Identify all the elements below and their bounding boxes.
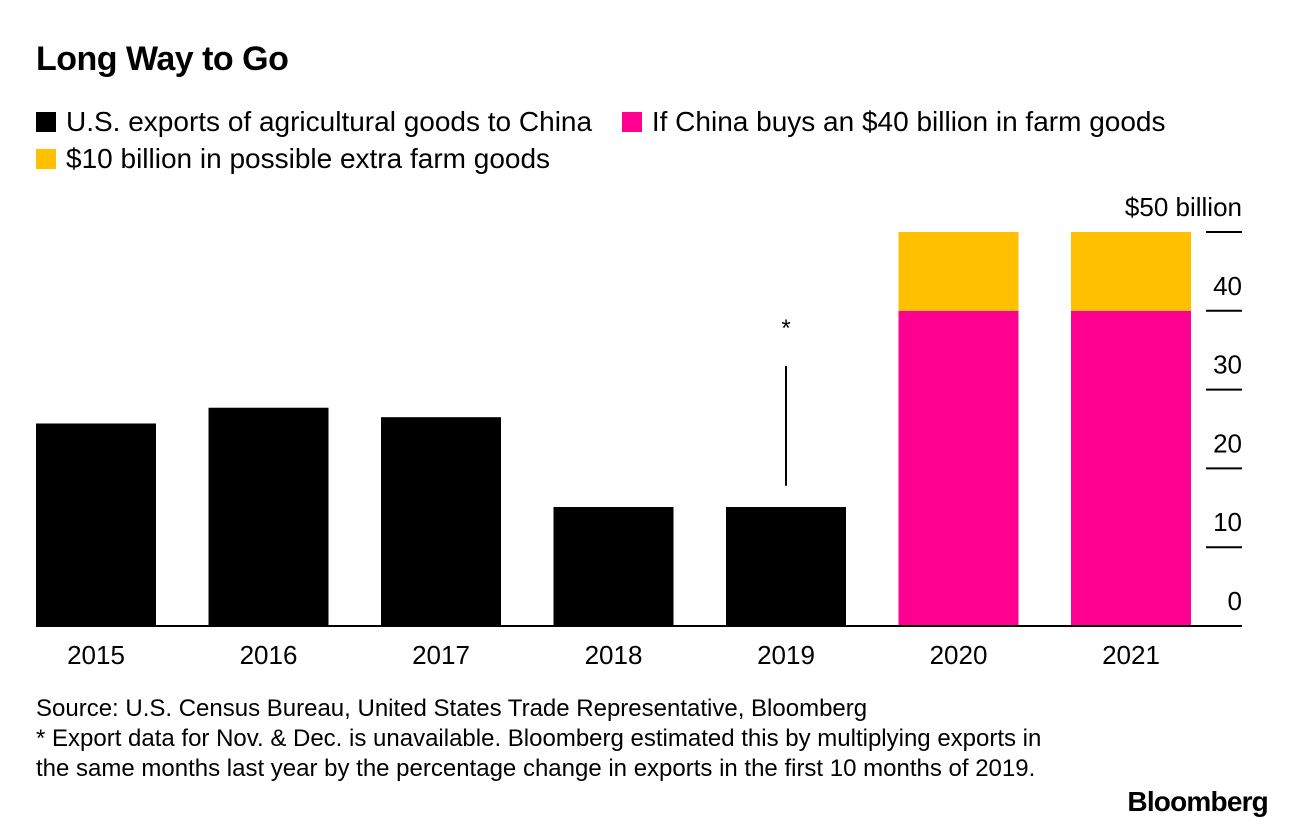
x-tick-label: 2020 [930, 640, 988, 670]
bar-2020-series-2 [898, 232, 1019, 311]
x-tick-label: 2016 [240, 640, 298, 670]
legend-item-us-exports: U.S. exports of agricultural goods to Ch… [36, 104, 592, 140]
bar-2019-series-0 [726, 507, 846, 626]
bloomberg-logo: Bloomberg [1127, 786, 1268, 817]
bar-2020-series-1 [898, 310, 1019, 626]
x-tick-label: 2015 [67, 640, 125, 670]
y-tick-label: 40 [1213, 271, 1242, 301]
y-tick-label: $50 billion [1125, 192, 1242, 222]
legend-item-10-billion: $10 billion in possible extra farm goods [36, 141, 550, 177]
bar-2017-series-0 [381, 417, 501, 626]
source-note: Source: U.S. Census Bureau, United State… [36, 695, 868, 722]
legend-swatch-40-billion [621, 112, 642, 132]
bar-2018-series-0 [553, 507, 674, 626]
bar-2016-series-0 [208, 407, 329, 626]
legend-label-40-billion: If China buys an $40 billion in farm goo… [651, 106, 1166, 137]
estimate-note: * Export data for Nov. & Dec. is unavail… [36, 725, 1042, 782]
bar-chart: 0 10 20 30 40 $50 billion 2015 2016 2017 2018 2019… [36, 192, 1242, 670]
legend: U.S. exports of agricultural goods to Ch… [36, 104, 1266, 178]
bar-2015-series-0 [36, 423, 156, 626]
y-tick-label: 10 [1213, 507, 1242, 537]
bar-2021-series-2 [1071, 232, 1191, 311]
x-tick-label: 2021 [1102, 640, 1160, 670]
bar-2021-series-1 [1071, 310, 1191, 626]
footnote: Source: U.S. Census Bureau, United State… [36, 694, 1076, 784]
chart-title: Long Way to Go [36, 40, 289, 78]
legend-swatch-us-exports [36, 112, 56, 132]
legend-label-10-billion: $10 billion in possible extra farm goods [66, 143, 551, 174]
y-tick-label: 0 [1228, 586, 1242, 616]
y-tick-label: 30 [1213, 350, 1242, 380]
legend-swatch-10-billion [36, 149, 56, 169]
legend-label-us-exports: U.S. exports of agricultural goods to Ch… [66, 106, 593, 137]
x-tick-label: 2019 [757, 640, 815, 670]
y-tick-label: 20 [1213, 428, 1242, 458]
x-tick-label: 2018 [585, 640, 643, 670]
annotation-asterisk: * [781, 315, 790, 342]
legend-item-40-billion: If China buys an $40 billion in farm goo… [621, 104, 1166, 140]
x-tick-label: 2017 [412, 640, 470, 670]
